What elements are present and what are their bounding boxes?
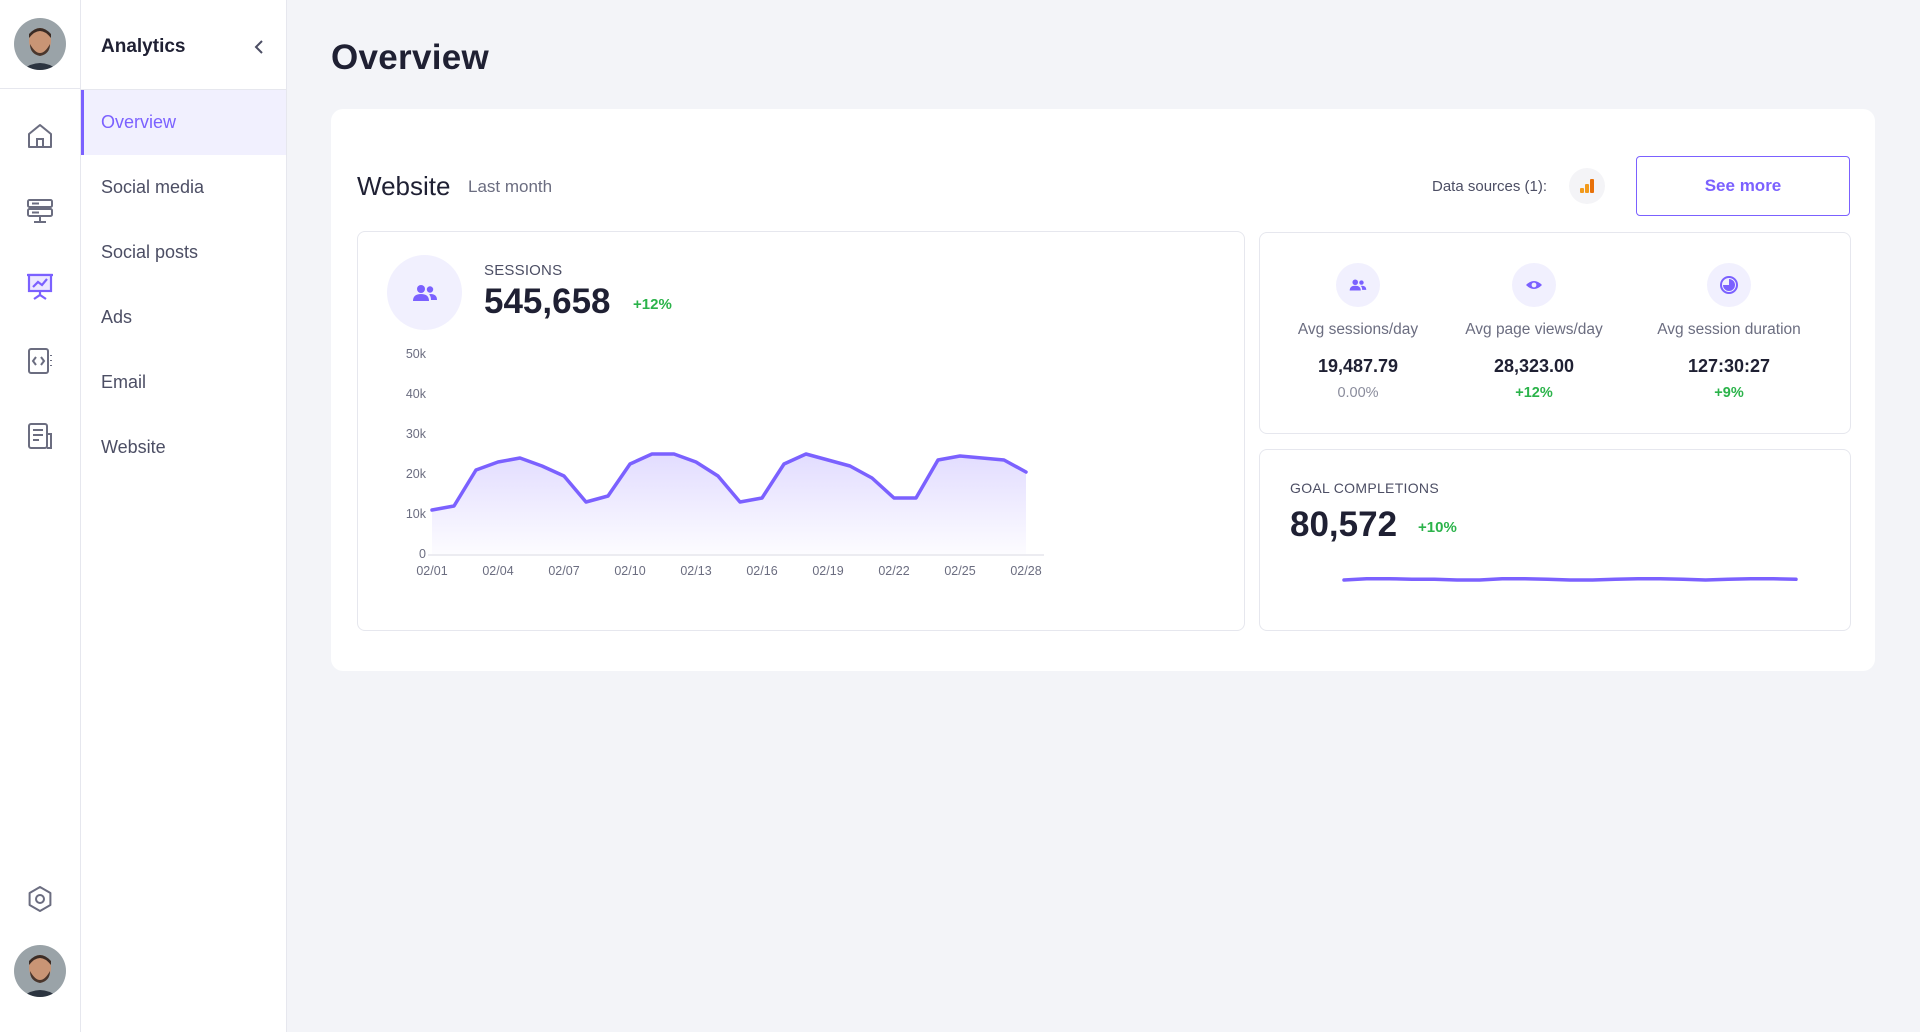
sessions-delta: +12%: [633, 296, 672, 313]
avg-page-views-label: Avg page views/day: [1465, 321, 1603, 338]
icon-rail: [0, 0, 81, 1032]
user-avatar[interactable]: [14, 18, 66, 70]
x-tick-label: 02/25: [944, 564, 975, 578]
subnav-item-ads[interactable]: Ads: [101, 307, 133, 327]
settings-hexagon-icon[interactable]: [20, 879, 60, 919]
sessions-area: [432, 454, 1026, 554]
avg-sessions-stat: Avg sessions/day 19,487.79 0.00%: [1273, 263, 1443, 401]
x-tick-label: 02/16: [746, 564, 777, 578]
x-tick-label: 02/19: [812, 564, 843, 578]
clock-pie-icon: [1707, 263, 1751, 307]
subnav-header: Analytics: [81, 0, 286, 90]
eye-icon: [1512, 263, 1556, 307]
averages-panel: Avg sessions/day 19,487.79 0.00% Avg pag…: [1259, 232, 1851, 434]
goal-sparkline-line: [1342, 576, 1798, 582]
x-tick-label: 02/07: [548, 564, 579, 578]
avg-session-duration-delta: +9%: [1714, 385, 1744, 401]
y-tick-label: 10k: [406, 507, 427, 521]
avg-session-duration-label: Avg session duration: [1657, 321, 1801, 338]
document-icon[interactable]: [20, 416, 60, 456]
subnav-item-overview[interactable]: Overview: [81, 90, 286, 155]
avg-session-duration-stat: Avg session duration 127:30:27 +9%: [1644, 263, 1814, 401]
card-title: Website: [357, 171, 451, 201]
y-tick-label: 20k: [406, 467, 427, 481]
avg-page-views-delta: +12%: [1515, 385, 1553, 401]
subnav-item-social-media[interactable]: Social media: [101, 177, 205, 197]
subnav-item-website[interactable]: Website: [101, 437, 166, 457]
x-tick-label: 02/28: [1010, 564, 1041, 578]
goal-completions-label: GOAL COMPLETIONS: [1290, 480, 1439, 496]
data-sources-label: Data sources (1):: [1432, 178, 1548, 195]
sessions-area-chart: 0 10k 20k 30k 40k 50k 02/01 02/04 02/07 02/10 02/1…: [406, 347, 1044, 578]
code-file-icon[interactable]: [20, 341, 60, 381]
goal-completions-value: 80,572: [1290, 505, 1398, 544]
avg-sessions-value: 19,487.79: [1317, 356, 1399, 376]
sessions-line: [430, 452, 1028, 512]
y-tick-label: 0: [419, 547, 426, 561]
main-content: Overview Website Last month Data sources…: [287, 0, 1920, 1032]
home-icon[interactable]: [20, 116, 60, 156]
avg-page-views-stat: Avg page views/day 28,323.00 +12%: [1449, 263, 1619, 401]
presentation-chart-icon[interactable]: [20, 266, 60, 306]
sessions-label: SESSIONS: [484, 262, 563, 279]
sessions-panel: SESSIONS 545,658 +12% 0 10k 20k 30k 40k 50k 02…: [357, 231, 1245, 631]
x-tick-label: 02/04: [482, 564, 513, 578]
subnav-item-social-posts[interactable]: Social posts: [101, 242, 199, 262]
avg-page-views-value: 28,323.00: [1493, 356, 1575, 376]
profile-avatar[interactable]: [14, 945, 66, 997]
x-tick-label: 02/10: [614, 564, 645, 578]
y-tick-label: 40k: [406, 387, 427, 401]
subnav-list: Overview Social media Social posts Ads E…: [81, 90, 286, 480]
x-tick-label: 02/22: [878, 564, 909, 578]
website-card: Website Last month Data sources (1): See…: [331, 109, 1875, 671]
analytics-source-icon[interactable]: [1569, 168, 1605, 204]
subnav-item-email[interactable]: Email: [101, 372, 147, 392]
period-label: Last month: [468, 177, 553, 196]
analytics-subnav: Analytics Overview Social media Social p…: [81, 0, 287, 1032]
goal-completions-panel: GOAL COMPLETIONS 80,572 +10%: [1259, 449, 1851, 631]
page-title: Overview: [331, 38, 490, 77]
avg-session-duration-value: 127:30:27: [1687, 356, 1771, 376]
rail-divider: [0, 88, 81, 89]
see-more-button[interactable]: See more: [1636, 156, 1850, 216]
sessions-value: 545,658: [484, 282, 611, 321]
x-tick-label: 02/13: [680, 564, 711, 578]
avg-sessions-delta: 0.00%: [1337, 385, 1379, 401]
subnav-title: Analytics: [101, 36, 186, 57]
y-tick-label: 30k: [406, 427, 427, 441]
users-icon: [387, 255, 462, 330]
goal-sparkline: [1342, 576, 1798, 582]
goal-completions-delta: +10%: [1418, 519, 1457, 536]
y-tick-label: 50k: [406, 347, 427, 361]
users-icon: [1336, 263, 1380, 307]
avg-sessions-label: Avg sessions/day: [1297, 321, 1419, 338]
x-tick-label: 02/01: [416, 564, 447, 578]
collapse-chevron-icon[interactable]: [246, 34, 272, 60]
server-icon[interactable]: [20, 191, 60, 231]
